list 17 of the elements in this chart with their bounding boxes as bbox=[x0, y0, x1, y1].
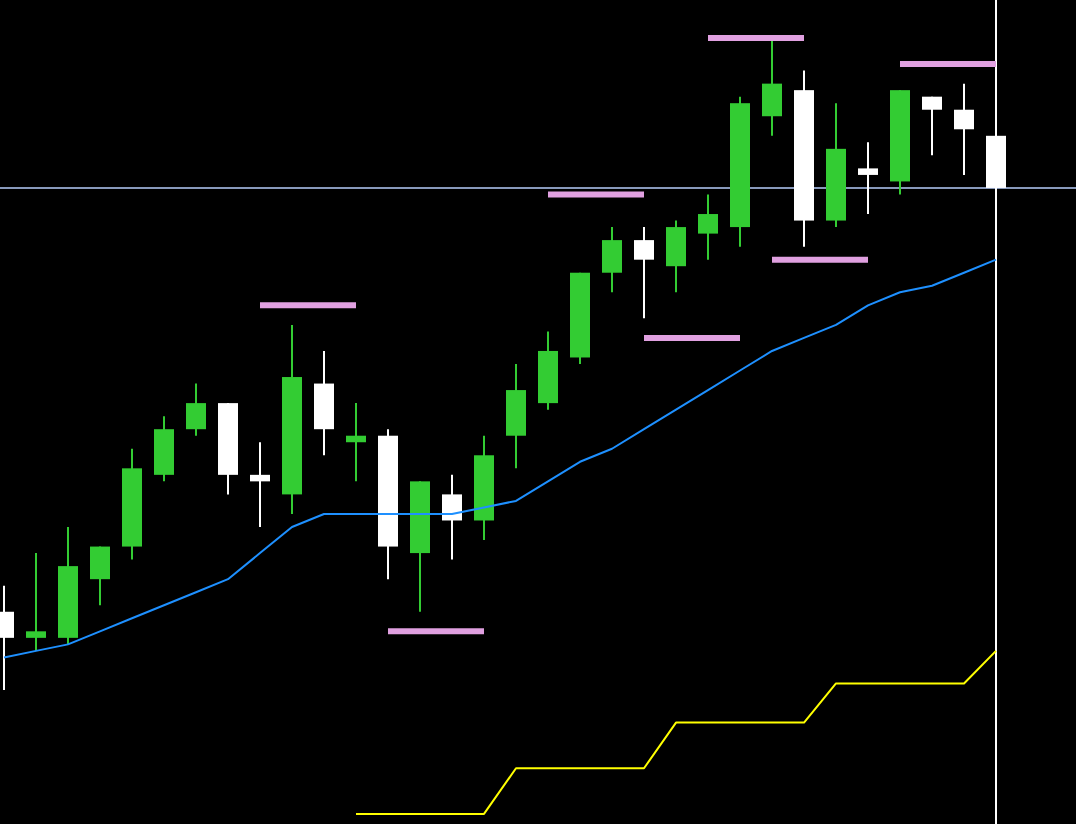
candlestick bbox=[250, 441, 270, 528]
candlestick bbox=[602, 226, 622, 294]
candlestick bbox=[858, 141, 878, 216]
candlestick bbox=[954, 82, 974, 176]
candlestick bbox=[506, 363, 526, 470]
candlestick bbox=[698, 193, 718, 261]
candlestick bbox=[666, 219, 686, 294]
candlestick bbox=[26, 552, 46, 652]
candlestick bbox=[442, 473, 462, 561]
candlestick bbox=[154, 415, 174, 483]
candlestick bbox=[634, 226, 654, 320]
candlestick bbox=[922, 95, 942, 157]
candlestick bbox=[346, 402, 366, 483]
candlestick bbox=[90, 545, 110, 607]
candlestick bbox=[314, 349, 334, 457]
candlestick bbox=[186, 382, 206, 437]
candlestick bbox=[762, 37, 782, 137]
